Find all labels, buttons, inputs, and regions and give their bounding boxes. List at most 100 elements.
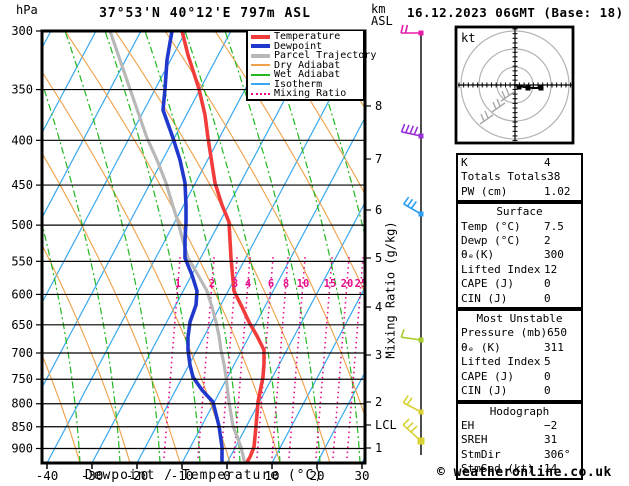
pressure-tick-label: 550 (11, 254, 33, 268)
isotherm-line (136, 33, 364, 462)
row-label: EH (461, 418, 475, 432)
wind-barb (402, 418, 425, 445)
row-value: 1.02 (544, 184, 571, 198)
hodograph-wind-barb (491, 98, 506, 113)
wet-adiabat-line (43, 225, 81, 462)
temp-tick-label: -10 (171, 468, 194, 483)
temperature-line (180, 32, 266, 462)
run-datetime: 16.12.2023 06GMT (Base: 18) (407, 5, 624, 20)
table-row: CAPE (J) 0 (461, 277, 578, 291)
pressure-tick-label: 600 (11, 287, 33, 301)
row-value: 5 (544, 355, 551, 369)
temp-tick-label: 30 (354, 468, 369, 483)
hodograph-wind-barb (500, 87, 515, 102)
table-row: Lifted Index 5 (461, 355, 578, 369)
mixing-ratio-value-label: 20 (341, 278, 354, 290)
pressure-tick-label: 450 (11, 178, 33, 192)
table-row: CIN (J) 0 (461, 292, 578, 306)
hodograph: kt (454, 25, 575, 145)
wind-barb (400, 123, 424, 139)
mixing-ratio-axis-label: Mixing Ratio (g/kg) (383, 221, 398, 359)
dewpoint-line (161, 32, 224, 462)
wet-adiabat-line (144, 32, 241, 462)
altitude-tick-label: LCL (375, 418, 397, 432)
legend-item: Wet Adiabat (251, 70, 363, 80)
table-row: StmDir 306° (461, 448, 578, 462)
row-value: 12 (544, 262, 558, 276)
hodograph-trace-marker (525, 85, 531, 91)
wet-adiabat-line (43, 83, 121, 462)
row-label: Totals Totals (461, 170, 548, 184)
mixing-ratio-value-label: 1 (175, 278, 181, 290)
legend-label: Dewpoint (274, 40, 323, 52)
row-value: 0 (544, 277, 551, 291)
table-row: SREH 31 (461, 433, 578, 447)
hodograph-trace-marker (516, 84, 522, 90)
pressure-axis-unit: hPa (16, 3, 38, 17)
table-row: θₑ (K) 311 (461, 341, 578, 355)
row-label: θₑ(K) (461, 248, 495, 262)
row-label: Dewp (°C) (461, 234, 521, 248)
legend-swatch-thin (251, 64, 270, 67)
wind-barb (400, 24, 424, 36)
legend-item: Dry Adiabat (251, 60, 363, 70)
row-label: Temp (°C) (461, 219, 521, 233)
row-value: 7.5 (544, 219, 564, 233)
table-row: Lifted Index 12 (461, 263, 578, 277)
altitude-axis-unit: km ASL (371, 2, 393, 28)
pressure-tick-label: 650 (11, 318, 33, 332)
legend-label: Temperature (274, 31, 341, 43)
temperature-axis-label: Dewpoint / Temperature (°C) (84, 468, 324, 483)
temp-tick-label: 20 (309, 468, 324, 483)
legend-label: Parcel Trajectory (274, 50, 377, 62)
temp-tick-label: 10 (264, 468, 279, 483)
wet-adiabat-line (104, 32, 201, 462)
isotherm-line (0, 31, 6, 463)
table-indices: K 4 Totals Totals 38 PW (cm) 1.02 (456, 153, 583, 203)
row-value: 0 (544, 291, 551, 305)
mixing-ratio-value-label: 6 (268, 278, 274, 290)
table-row: PW (cm) 1.02 (461, 185, 578, 199)
wind-barb (400, 329, 424, 343)
wet-adiabat-line (224, 32, 321, 462)
dry-adiabat-line (43, 72, 231, 462)
altitude-tick-label: 6 (375, 203, 382, 217)
altitude-tick-label: 1 (375, 441, 382, 455)
legend: Temperature Dewpoint Parcel Trajectory Dry … (246, 30, 376, 101)
altitude-tick-label: 4 (375, 300, 382, 314)
row-label: CAPE (J) (461, 277, 514, 291)
temp-tick-label: 0 (223, 468, 231, 483)
row-value: 0 (544, 369, 551, 383)
row-label: Pressure (mb) (461, 326, 548, 340)
pressure-tick-label: 300 (11, 24, 33, 38)
row-value: 306° (544, 447, 571, 461)
plot-frame (40, 29, 367, 465)
wind-barb (402, 395, 424, 415)
isotherm-line (181, 118, 364, 462)
table-hodograph: Hodograph EH −2 SREH 31 StmDir 306° StmSpd (kt)… (456, 401, 583, 480)
mixing-ratio-value-label: 4 (245, 278, 251, 290)
mixing-ratio-value-label: 15 (324, 278, 337, 290)
table-row: CIN (J) 0 (461, 384, 578, 398)
row-value: 4 (544, 156, 551, 169)
legend-item: Temperature (251, 32, 363, 42)
mixing-ratio-value-label: 2 (209, 278, 215, 290)
row-value: 300 (544, 248, 564, 262)
row-label: CAPE (J) (461, 369, 514, 383)
legend-swatch-thick (251, 34, 270, 39)
table-row: Dewp (°C) 2 (461, 234, 578, 248)
table-title: Hodograph (489, 404, 550, 418)
row-label: CIN (J) (461, 384, 508, 398)
dry-adiabat-line (43, 153, 181, 462)
legend-swatch-dotted (251, 92, 270, 95)
isotherm-line (91, 32, 322, 462)
wind-barb (403, 196, 424, 217)
legend-item: Parcel Trajectory (251, 51, 376, 61)
legend-label: Isotherm (274, 78, 323, 90)
pressure-tick-label: 750 (11, 372, 33, 386)
isotherm-line (46, 32, 277, 462)
hodograph-trace-marker (538, 85, 544, 91)
pressure-tick-label: 800 (11, 397, 33, 411)
pressure-tick-label: 850 (11, 420, 33, 434)
